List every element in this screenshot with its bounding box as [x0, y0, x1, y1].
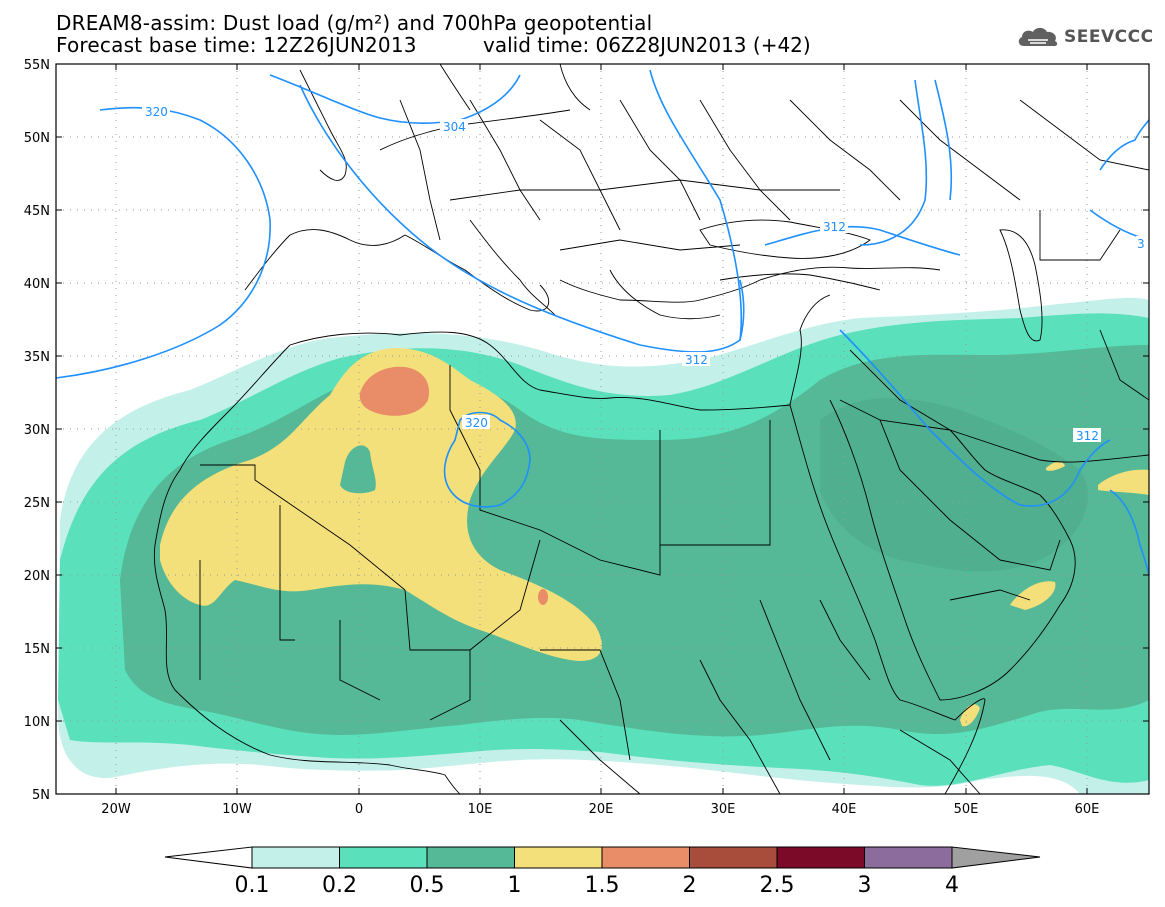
colorbar-labels: 0.1 0.2 0.5 1 1.5 2 2.5 3 4 — [235, 873, 960, 898]
contour-label: 3 — [1137, 237, 1145, 251]
lat-tick-label: 5N — [32, 788, 50, 803]
lon-tick-label: 10E — [468, 802, 493, 817]
plot-area: 320 304 312 312 320 312 3 — [24, 58, 1150, 817]
dust-hole-green — [340, 445, 376, 494]
colorbar-label: 3 — [858, 873, 872, 898]
dust-yellow-oman — [1010, 581, 1056, 610]
lat-tick-labels: 55N 50N 45N 40N 35N 30N 25N 20N 15N 10N … — [24, 58, 50, 803]
lon-tick-label: 10W — [222, 802, 252, 817]
colorbar-label: 2 — [683, 873, 697, 898]
contour-label: 304 — [443, 120, 466, 134]
lon-tick-label: 20E — [589, 802, 614, 817]
dust-level-1-5 — [359, 366, 430, 416]
lat-tick-label: 50N — [24, 131, 50, 146]
colorbar-label: 1 — [508, 873, 522, 898]
colorbar-label: 0.1 — [235, 873, 270, 898]
colorbar-label: 0.5 — [410, 873, 445, 898]
geopotential-contours — [55, 69, 1150, 576]
colorbar-box — [689, 846, 778, 869]
cloud-icon — [1018, 27, 1058, 47]
colorbar-box — [251, 846, 340, 869]
lon-tick-labels: 20W 10W 0 10E 20E 30E 40E 50E 60E — [101, 802, 1099, 817]
lon-tick-label: 50E — [954, 802, 979, 817]
dust-yellow-gulf — [1098, 469, 1149, 495]
lat-tick-label: 30N — [24, 423, 50, 438]
colorbar-under-arrow — [164, 846, 253, 869]
dust-level-0-5-east — [820, 398, 1088, 572]
dust-shading — [58, 297, 1149, 794]
logo-text: SEEVCCC — [1064, 27, 1154, 47]
contour-label: 312 — [823, 220, 846, 234]
coastlines-borders — [153, 63, 1150, 795]
contour-label: 312 — [685, 353, 708, 367]
lat-tick-label: 45N — [24, 204, 50, 219]
colorbar-box — [514, 846, 603, 869]
seevccc-logo: SEEVCCC — [1016, 24, 1154, 50]
contour-label: 312 — [1076, 429, 1099, 443]
lat-tick-label: 35N — [24, 350, 50, 365]
lon-tick-label: 60E — [1075, 802, 1100, 817]
lon-tick-label: 30E — [711, 802, 736, 817]
colorbar-box — [601, 846, 690, 869]
map-title: DREAM8-assim: Dust load (g/m²) and 700hP… — [56, 11, 653, 35]
lat-tick-label: 25N — [24, 496, 50, 511]
colorbar-label: 1.5 — [585, 873, 620, 898]
colorbar-label: 2.5 — [760, 873, 795, 898]
lon-tick-label: 0 — [355, 802, 363, 817]
colorbar-over-arrow — [951, 846, 1041, 869]
contour-label: 320 — [145, 105, 168, 119]
contour-label: 320 — [465, 416, 488, 430]
colorbar-box — [339, 846, 428, 869]
lat-tick-label: 55N — [24, 58, 50, 73]
lon-tick-label: 20W — [101, 802, 131, 817]
colorbar-label: 4 — [945, 873, 959, 898]
colorbar-box — [776, 846, 865, 869]
contour-label-group: 320 304 312 312 320 312 3 — [142, 104, 1150, 443]
dust-yellow-somalia — [960, 704, 980, 727]
lon-tick-label: 40E — [832, 802, 857, 817]
tick-marks — [56, 64, 1149, 794]
dust-level-1 — [160, 348, 602, 661]
colorbar-label: 0.2 — [322, 873, 357, 898]
lat-tick-label: 20N — [24, 569, 50, 584]
lat-tick-label: 15N — [24, 642, 50, 657]
colorbar: 0.1 0.2 0.5 1 1.5 2 2.5 3 4 — [164, 846, 1041, 898]
forecast-base-time: Forecast base time: 12Z26JUN2013 — [56, 33, 417, 57]
lat-tick-label: 10N — [24, 715, 50, 730]
lat-tick-label: 40N — [24, 277, 50, 292]
dust-level-1-5-spot — [538, 589, 548, 605]
dust-yellow-gulf2 — [1046, 461, 1065, 471]
colorbar-box — [426, 846, 515, 869]
colorbar-box — [864, 846, 953, 869]
valid-time: valid time: 06Z28JUN2013 (+42) — [483, 33, 811, 57]
colorbar-boxes — [251, 846, 953, 869]
